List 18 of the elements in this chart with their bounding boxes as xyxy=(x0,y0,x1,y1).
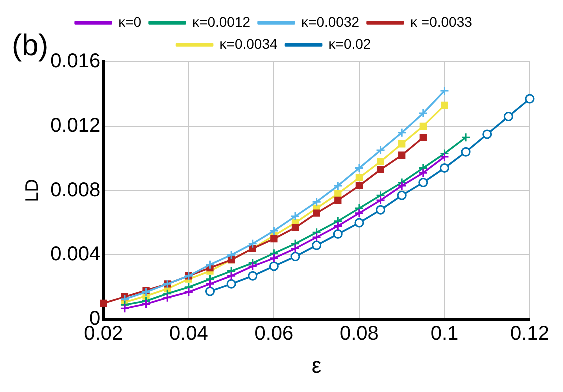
legend-label: κ=0 xyxy=(118,14,142,30)
x-tick-label: 0.12 xyxy=(510,323,550,346)
legend-label: κ=0.0032 xyxy=(302,14,360,30)
x-tick-label: 0.08 xyxy=(340,323,379,346)
y-tick-label: 0.016 xyxy=(50,50,101,73)
y-tick-label: 0.012 xyxy=(50,114,101,137)
x-tick-label: 0.04 xyxy=(169,323,208,346)
x-axis-title: ε xyxy=(312,352,322,378)
x-tick-label: 0.1 xyxy=(430,323,459,346)
y-tick-label: 0.004 xyxy=(50,244,101,266)
legend-label: κ=0.0012 xyxy=(192,14,251,30)
x-tick-label: 0.06 xyxy=(254,323,294,346)
legend-label: κ=0.0034 xyxy=(220,36,278,52)
legend-label: κ=0.02 xyxy=(328,36,372,52)
legend-label: κ =0.0033 xyxy=(410,14,473,30)
y-axis-title: LD xyxy=(22,179,42,202)
y-tick-label: 0.008 xyxy=(50,179,101,202)
text: (b) xyxy=(12,29,49,62)
